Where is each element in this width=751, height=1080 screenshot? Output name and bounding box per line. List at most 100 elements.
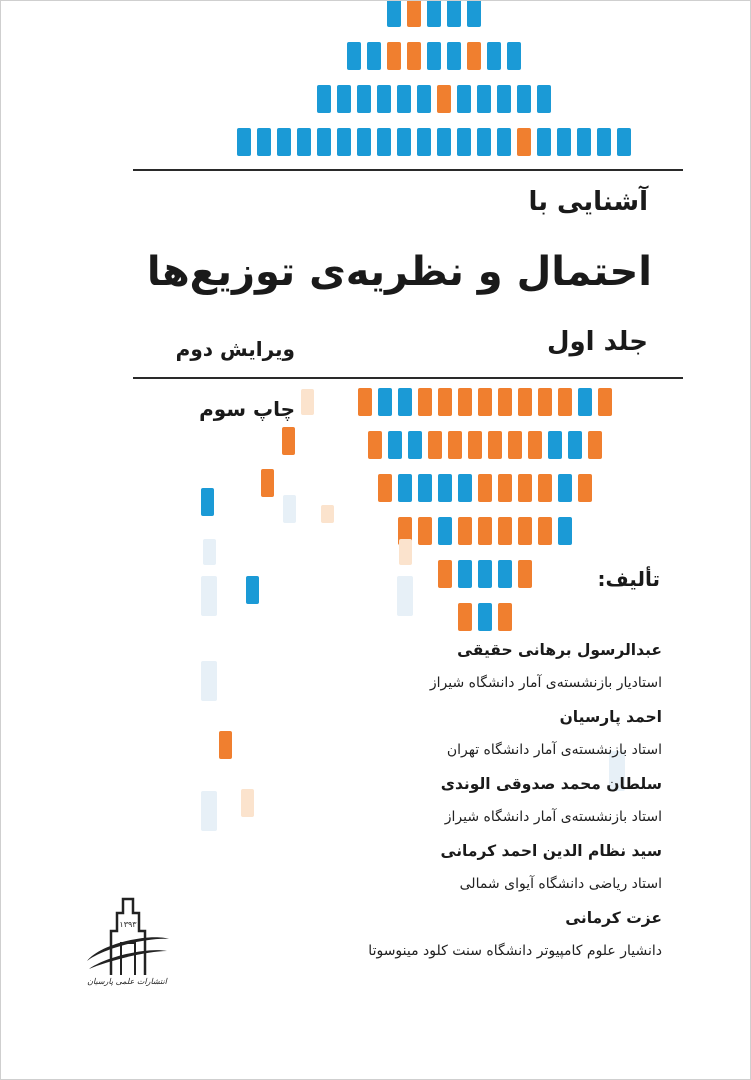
pyramid-block bbox=[577, 128, 591, 156]
pyramid-block bbox=[478, 603, 492, 631]
author-entry: سید نظام الدین احمد کرمانی استاد ریاضی د… bbox=[102, 842, 662, 893]
falling-block bbox=[219, 731, 232, 759]
falling-block bbox=[282, 427, 295, 455]
volume-label: جلد اول bbox=[546, 327, 648, 357]
pyramid-block bbox=[578, 474, 592, 502]
pyramid-block bbox=[548, 431, 562, 459]
pyramid-block bbox=[478, 560, 492, 588]
pyramid-block bbox=[428, 431, 442, 459]
pyramid-block bbox=[407, 1, 421, 27]
author-position: دانشیار علوم کامپیوتر دانشگاه سنت کلود م… bbox=[368, 943, 662, 959]
printing-label: چاپ سوم bbox=[199, 397, 295, 421]
pyramid-block bbox=[517, 128, 531, 156]
falling-block bbox=[261, 469, 274, 497]
pyramid-block bbox=[438, 388, 452, 416]
pyramid-block bbox=[558, 474, 572, 502]
pyramid-block bbox=[357, 85, 371, 113]
author-name: عزت کرمانی bbox=[565, 909, 662, 927]
pyramid-block bbox=[508, 431, 522, 459]
author-name: عبدالرسول برهانی حقیقی bbox=[457, 641, 662, 659]
pyramid-block bbox=[398, 517, 412, 545]
pyramid-block bbox=[538, 474, 552, 502]
pyramid-block bbox=[537, 128, 551, 156]
pyramid-block bbox=[357, 128, 371, 156]
falling-block bbox=[399, 539, 412, 565]
pyramid-block bbox=[367, 42, 381, 70]
pyramid-block bbox=[507, 42, 521, 70]
pyramid-block bbox=[337, 85, 351, 113]
pyramid-block bbox=[478, 517, 492, 545]
pyramid-block bbox=[537, 85, 551, 113]
pyramid-block bbox=[387, 1, 401, 27]
pyramid-block bbox=[437, 85, 451, 113]
falling-block bbox=[201, 791, 217, 831]
falling-block bbox=[241, 789, 254, 817]
pyramid-block bbox=[418, 517, 432, 545]
pyramid-block bbox=[368, 431, 382, 459]
pyramid-block bbox=[458, 603, 472, 631]
pyramid-block bbox=[478, 388, 492, 416]
pyramid-block bbox=[398, 474, 412, 502]
author-position: استادیار بازنشسته‌ی آمار دانشگاه شیراز bbox=[429, 675, 662, 691]
pyramid-block bbox=[438, 517, 452, 545]
pyramid-block bbox=[447, 1, 461, 27]
pyramid-block bbox=[478, 474, 492, 502]
pyramid-block bbox=[347, 42, 361, 70]
pyramid-block bbox=[467, 42, 481, 70]
pyramid-block bbox=[438, 474, 452, 502]
falling-block bbox=[301, 389, 314, 415]
pyramid-block bbox=[538, 517, 552, 545]
pyramid-block bbox=[418, 388, 432, 416]
pyramid-block bbox=[468, 431, 482, 459]
pyramid-block bbox=[297, 128, 311, 156]
pyramid-block bbox=[427, 42, 441, 70]
pyramid-block bbox=[497, 128, 511, 156]
pyramid-block bbox=[518, 388, 532, 416]
pyramid-block bbox=[578, 388, 592, 416]
author-name: سید نظام الدین احمد کرمانی bbox=[440, 842, 662, 860]
pyramid-block bbox=[377, 128, 391, 156]
pyramid-block bbox=[377, 85, 391, 113]
pyramid-block bbox=[397, 85, 411, 113]
author-entry: احمد پارسیان استاد بازنشسته‌ی آمار دانشگ… bbox=[102, 708, 662, 759]
pyramid-block bbox=[398, 388, 412, 416]
book-title: احتمال و نظریه‌ی توزیع‌ها bbox=[146, 249, 652, 295]
pyramid-block bbox=[517, 85, 531, 113]
pyramid-block bbox=[257, 128, 271, 156]
pyramid-block bbox=[597, 128, 611, 156]
pyramid-block bbox=[397, 128, 411, 156]
pyramid-block bbox=[458, 560, 472, 588]
author-name: سلطان محمد صدوقی الوندی bbox=[440, 775, 662, 793]
pyramid-block bbox=[407, 42, 421, 70]
pyramid-block bbox=[568, 431, 582, 459]
pyramid-block bbox=[538, 388, 552, 416]
pyramid-block bbox=[237, 128, 251, 156]
pyramid-block bbox=[417, 85, 431, 113]
pyramid-block bbox=[467, 1, 481, 27]
pyramid-block bbox=[477, 85, 491, 113]
pyramid-block bbox=[458, 388, 472, 416]
author-entry: عبدالرسول برهانی حقیقی استادیار بازنشسته… bbox=[102, 641, 662, 692]
pyramid-block bbox=[498, 474, 512, 502]
pyramid-block bbox=[558, 517, 572, 545]
publisher-building-icon: ۱۳۹۳ bbox=[87, 897, 169, 975]
falling-block bbox=[246, 576, 259, 604]
publisher-name: انتشارات علمی پارسیان bbox=[87, 977, 167, 986]
pyramid-block bbox=[427, 1, 441, 27]
authors-list: عبدالرسول برهانی حقیقی استادیار بازنشسته… bbox=[102, 641, 662, 976]
pyramid-block bbox=[457, 128, 471, 156]
pyramid-block bbox=[447, 42, 461, 70]
falling-block bbox=[201, 488, 214, 516]
pyramid-block bbox=[388, 431, 402, 459]
pyramid-block bbox=[518, 474, 532, 502]
pyramid-block bbox=[457, 85, 471, 113]
logo-year: ۱۳۹۳ bbox=[119, 920, 137, 929]
pyramid-block bbox=[498, 517, 512, 545]
pyramid-block bbox=[498, 603, 512, 631]
pyramid-block bbox=[417, 128, 431, 156]
author-position: استاد ریاضی دانشگاه آیوای شمالی bbox=[459, 876, 662, 892]
pyramid-block bbox=[458, 517, 472, 545]
pyramid-block bbox=[617, 128, 631, 156]
book-subtitle: آشنایی با bbox=[528, 187, 648, 217]
pyramid-block bbox=[487, 42, 501, 70]
